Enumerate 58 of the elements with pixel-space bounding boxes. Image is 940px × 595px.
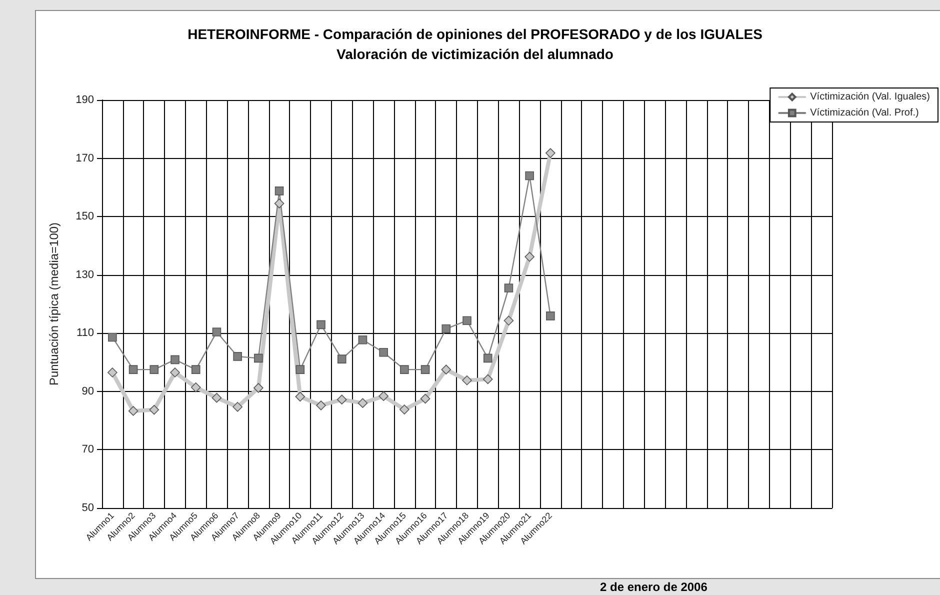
point <box>254 354 263 363</box>
point <box>504 316 514 326</box>
point <box>483 354 492 363</box>
point <box>170 368 180 378</box>
y-tick-label: 90 <box>82 385 94 398</box>
point <box>400 404 410 414</box>
point <box>504 284 514 292</box>
point <box>316 320 326 330</box>
point <box>441 364 452 374</box>
chart-subtitle: Valoración de victimización del alumnado <box>336 46 614 62</box>
point <box>170 355 180 364</box>
point <box>232 402 242 412</box>
y-tick-label: 190 <box>76 94 94 106</box>
point <box>254 383 264 393</box>
point <box>546 148 556 158</box>
point <box>296 365 305 374</box>
y-tick-label: 170 <box>76 152 94 164</box>
point <box>212 328 222 336</box>
point <box>420 394 430 404</box>
point <box>546 312 555 320</box>
point <box>462 375 472 386</box>
legend-label: Víctimización (Val. Iguales) <box>810 92 930 102</box>
point <box>525 171 534 180</box>
point <box>378 391 388 401</box>
point <box>128 406 138 416</box>
point <box>295 392 306 402</box>
y-tick-label: 70 <box>82 444 94 456</box>
chart-title: HETEROINFORME - Comparación de opiniones del PROFESORADO y de los IGUALES <box>188 26 762 42</box>
point <box>190 382 201 392</box>
point <box>400 365 409 374</box>
y-tick-label: 150 <box>76 210 94 223</box>
point <box>149 404 160 415</box>
point <box>108 332 117 342</box>
y-tick-label: 130 <box>76 268 94 281</box>
point <box>233 352 242 361</box>
legend-label: Víctimización (Val. Prof.) <box>810 108 919 118</box>
y-axis-title: Puntuación típica (media=100) <box>47 222 61 386</box>
point <box>336 394 347 404</box>
point <box>316 400 326 410</box>
point <box>212 392 222 403</box>
point <box>482 374 493 384</box>
point <box>379 348 388 357</box>
point <box>524 252 534 262</box>
point <box>420 365 430 374</box>
point <box>358 398 368 408</box>
y-tick-label: 50 <box>82 502 94 514</box>
point <box>108 368 118 378</box>
point <box>274 198 284 208</box>
point <box>358 335 368 344</box>
point <box>442 324 451 334</box>
point <box>150 365 159 374</box>
point <box>128 365 138 374</box>
point <box>462 316 472 326</box>
text: 2 de enero de 2006 <box>600 580 708 594</box>
y-tick-label: 110 <box>76 327 94 340</box>
point <box>191 365 200 374</box>
point <box>274 186 284 196</box>
point <box>337 354 346 364</box>
